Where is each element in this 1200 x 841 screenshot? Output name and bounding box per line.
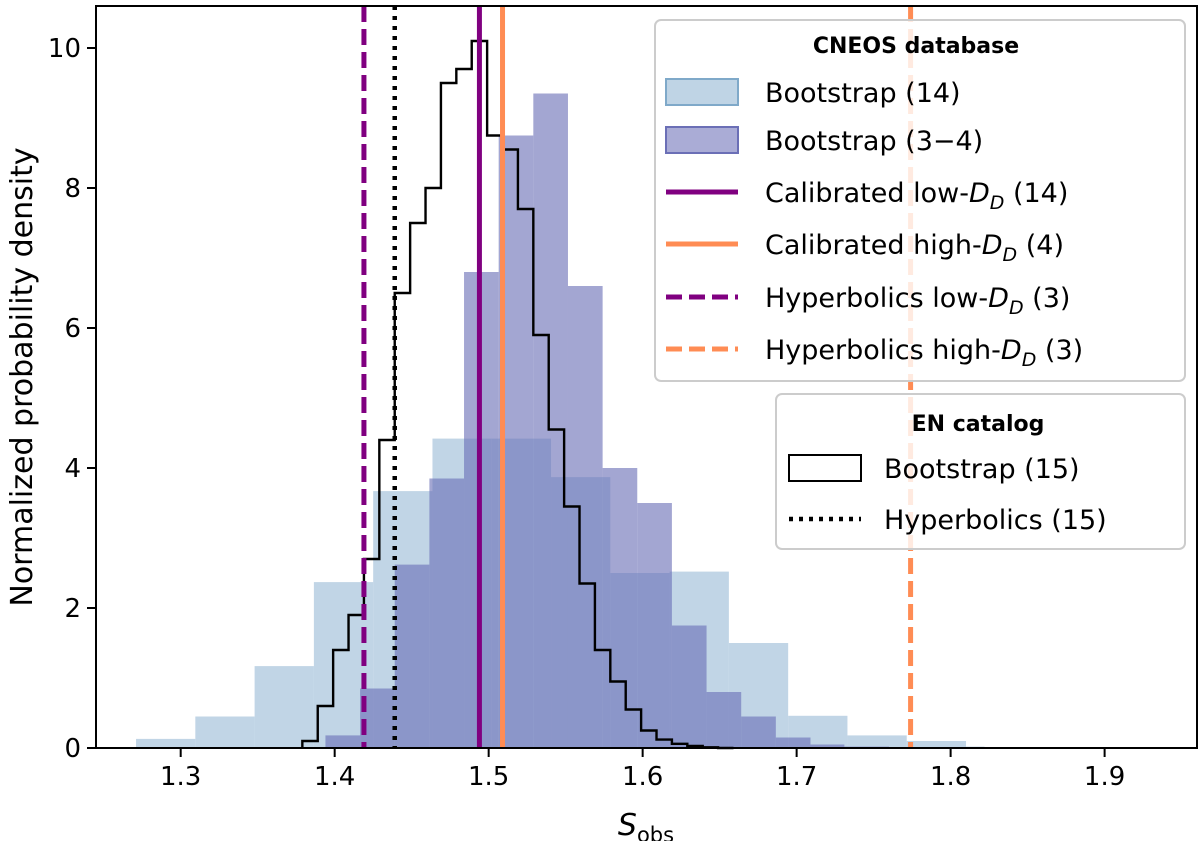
legend-step-patch: [788, 454, 862, 482]
legend-label-math: D: [982, 230, 1003, 261]
histogram-bar: [775, 737, 811, 748]
y-tick-label: 8: [64, 174, 81, 204]
histogram-bar: [394, 564, 430, 748]
y-tick-label: 0: [64, 734, 81, 764]
legend-en: EN catalog Bootstrap (15) Hyperbolics (15): [775, 393, 1186, 550]
legend-label-math: D: [969, 178, 990, 209]
legend-label-subscript: D: [1003, 244, 1018, 266]
histogram-bar: [429, 478, 465, 748]
histogram-bar: [567, 286, 603, 748]
legend-label: Bootstrap (15): [884, 454, 1080, 485]
legend-label-suffix: (14): [1004, 178, 1068, 209]
histogram-bar: [637, 503, 672, 748]
legend-patch: [665, 126, 739, 154]
legend-label-suffix: (3): [1024, 283, 1071, 314]
legend-label-suffix: (4): [1017, 230, 1064, 261]
legend-label-text: Bootstrap (14): [765, 78, 961, 109]
legend-en-box: [775, 393, 1186, 550]
legend-label: Hyperbolics (15): [884, 505, 1107, 536]
legend-label-text: Bootstrap (15): [884, 454, 1080, 485]
histogram-bar: [706, 692, 742, 748]
legend-cneos-title: CNEOS database: [813, 34, 1019, 59]
x-tick-label: 1.5: [468, 762, 509, 792]
legend-label: Calibrated low-DD (14): [765, 178, 1068, 214]
y-tick-label: 6: [64, 314, 81, 344]
x-tick-label: 1.6: [622, 762, 663, 792]
x-axis-title: Sobs: [618, 808, 674, 841]
y-axis-title: Normalized probability density: [5, 147, 40, 606]
legend-label-text: Calibrated high-: [765, 230, 982, 261]
legend-label-text: Hyperbolics (15): [884, 505, 1107, 536]
y-tick-label: 2: [64, 594, 81, 624]
y-tick-label: 4: [64, 454, 81, 484]
legend-cneos-box: [654, 19, 1186, 382]
histogram-bar: [810, 744, 845, 748]
legend-cneos: CNEOS database Bootstrap (14) Bootstrap (3…: [654, 19, 1186, 382]
plot-frame: [95, 5, 1198, 749]
legend-label-math: D: [1001, 335, 1022, 366]
legend-label-text: Bootstrap (3−4): [765, 126, 983, 157]
histogram-bar: [906, 741, 967, 748]
legend-label-subscript: D: [1009, 297, 1024, 319]
x-tick-label: 1.3: [160, 762, 201, 792]
histogram-bar: [136, 738, 196, 748]
legend-label-subscript: D: [990, 192, 1005, 214]
step-histograms: [301, 39, 734, 750]
legend-label: Calibrated high-DD (4): [765, 230, 1064, 266]
legend-label: Hyperbolics high-DD (3): [765, 335, 1083, 371]
x-tick-label: 1.4: [314, 762, 355, 792]
legend-en-title: EN catalog: [912, 412, 1045, 437]
legend-patch: [665, 78, 739, 106]
axes: 1.3 1.4 1.5 1.6 1.7 1.8 1.9 0 2 4 6 8 10 Sobs Normaliz…: [5, 5, 1198, 841]
x-tick-label: 1.7: [776, 762, 817, 792]
legend-label-text: Hyperbolics high-: [765, 335, 1001, 366]
legend-label-math: D: [988, 283, 1009, 314]
histogram-bar: [847, 735, 907, 748]
x-tick-label: 1.8: [930, 762, 971, 792]
legend-label-text: Calibrated low-: [765, 178, 969, 209]
legend-label: Bootstrap (3−4): [765, 126, 983, 157]
histogram-bar: [741, 716, 776, 748]
legend-label: Bootstrap (14): [765, 78, 961, 109]
step-histogram-outline: [301, 39, 734, 750]
x-axis-title-subscript: obs: [637, 823, 674, 841]
y-tick-label: 10: [48, 34, 81, 64]
histogram-bar: [533, 93, 568, 748]
x-tick-label: 1.9: [1084, 762, 1125, 792]
histogram-bar: [671, 625, 707, 748]
histogram-bar: [325, 735, 361, 748]
histogram-bar: [195, 716, 255, 748]
legend-label-suffix: (3): [1036, 335, 1083, 366]
legend-label-text: Hyperbolics low-: [765, 283, 988, 314]
legend-label-subscript: D: [1022, 349, 1037, 371]
histogram-bar: [254, 666, 314, 748]
x-axis-title-main: S: [618, 808, 637, 841]
histogram-bar: [602, 468, 638, 748]
legend-label: Hyperbolics low-DD (3): [765, 283, 1070, 319]
